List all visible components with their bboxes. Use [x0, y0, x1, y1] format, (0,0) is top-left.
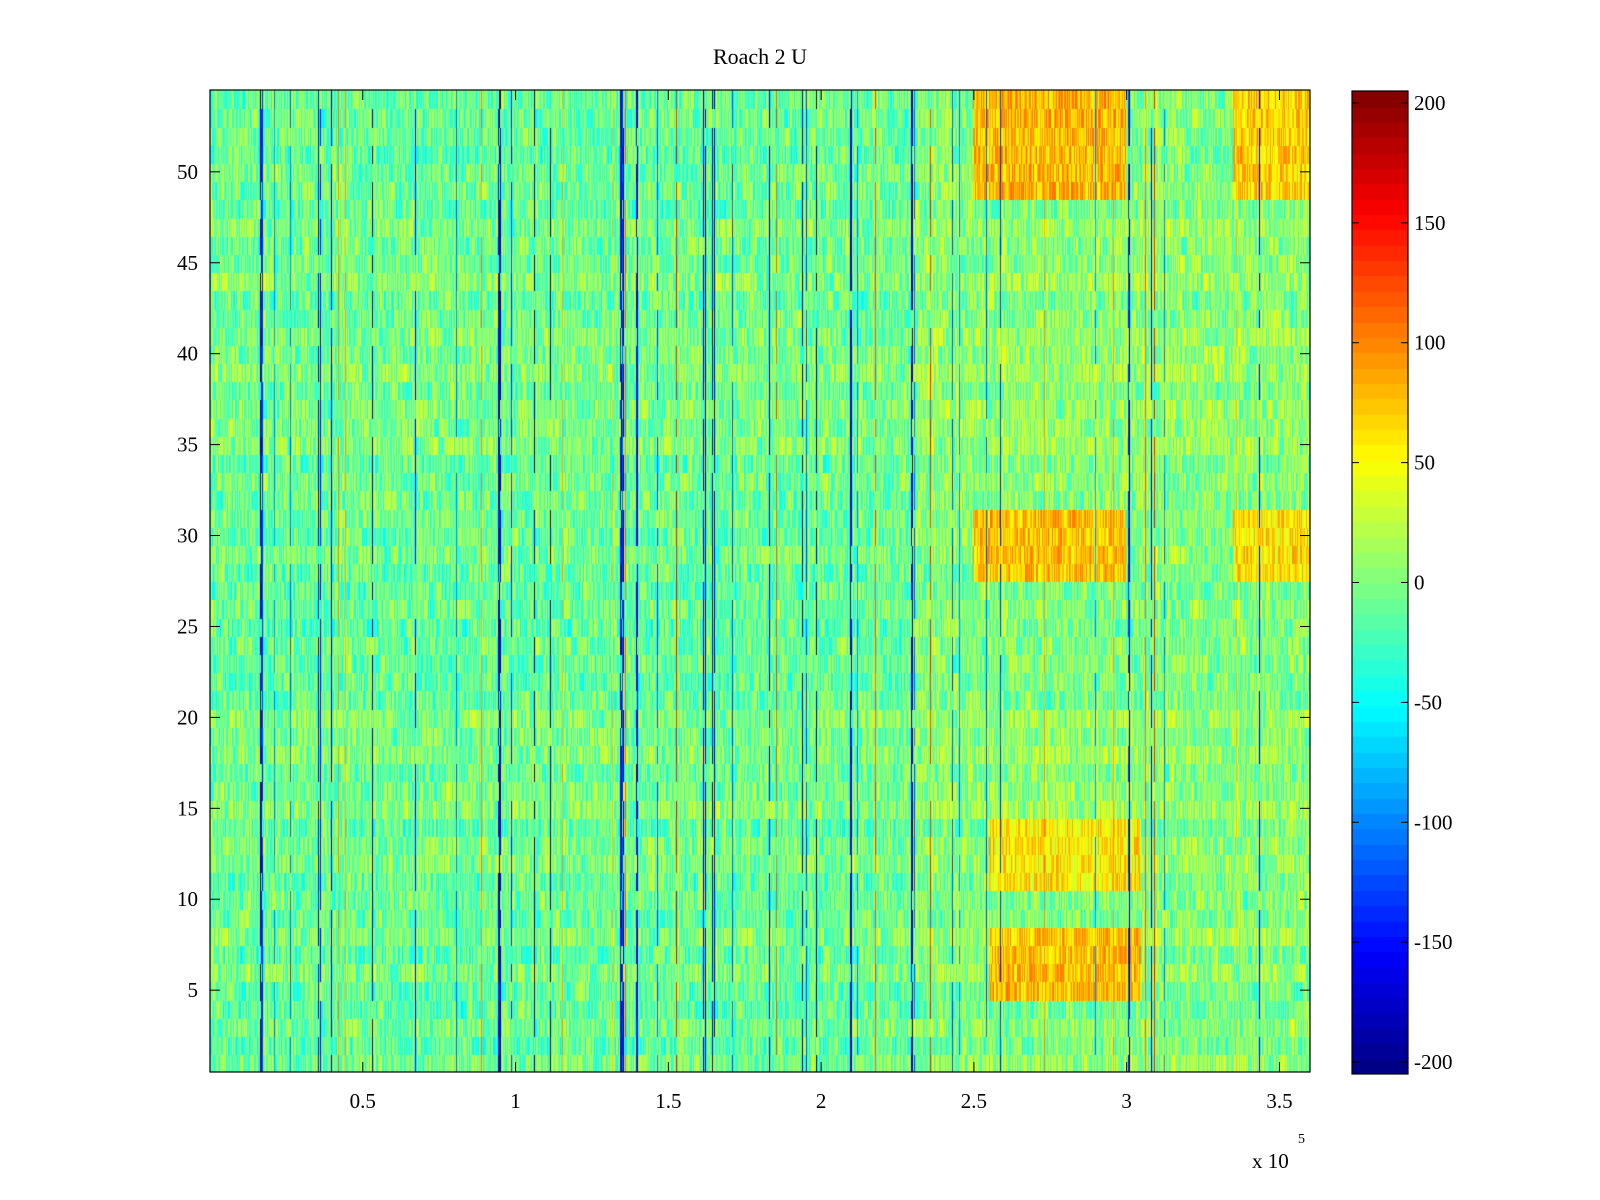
- colorbar-gradient: [1352, 91, 1408, 1074]
- y-tick-label: 50: [177, 160, 198, 184]
- y-tick-label: 10: [177, 887, 198, 911]
- y-tick-label: 20: [177, 705, 198, 729]
- heatmap-area: [210, 90, 1310, 1072]
- heatmap-cells: [210, 90, 1310, 1072]
- x-tick-label: 3.5: [1266, 1089, 1292, 1113]
- y-tick-label: 15: [177, 796, 198, 820]
- colorbar-axis: 200 150 100 50 0 -50 -100 -150 -200: [1352, 91, 1453, 1074]
- plot-frame: [209, 89, 1311, 1073]
- y-tick-label: 30: [177, 524, 198, 548]
- y-tick-label: 35: [177, 433, 198, 457]
- colorbar: 200 150 100 50 0 -50 -100 -150 -200: [1351, 90, 1453, 1075]
- y-tick-label: 45: [177, 251, 198, 275]
- colorbar-tick-label: 200: [1414, 91, 1446, 115]
- colorbar-tick-label: 100: [1414, 331, 1446, 355]
- x-tick-label: 3: [1121, 1089, 1132, 1113]
- y-axis: 5 10 15 20 25 30 35 40 45 50: [177, 160, 1310, 1002]
- colorbar-tick-label: -100: [1414, 810, 1453, 834]
- x-exponent-power: 5: [1298, 1132, 1305, 1147]
- colorbar-tick-label: -200: [1414, 1050, 1453, 1074]
- x-tick-label: 2: [816, 1089, 827, 1113]
- x-tick-label: 2.5: [961, 1089, 987, 1113]
- x-exponent-base: x 10: [1252, 1149, 1289, 1173]
- y-tick-label: 40: [177, 342, 198, 366]
- x-tick-label: 1.5: [655, 1089, 681, 1113]
- chart-title: Roach 2 U: [713, 44, 807, 69]
- y-tick-label: 25: [177, 614, 198, 638]
- colorbar-tick-label: -150: [1414, 930, 1453, 954]
- x-tick-label: 1: [510, 1089, 521, 1113]
- x-axis: 0.5 1 1.5 2 2.5 3 3.5: [350, 90, 1293, 1113]
- y-tick-label: 5: [188, 978, 199, 1002]
- x-tick-label: 0.5: [350, 1089, 376, 1113]
- colorbar-tick-label: 150: [1414, 211, 1446, 235]
- colorbar-tick-label: 50: [1414, 451, 1435, 475]
- colorbar-tick-label: -50: [1414, 690, 1442, 714]
- colorbar-tick-label: 0: [1414, 571, 1425, 595]
